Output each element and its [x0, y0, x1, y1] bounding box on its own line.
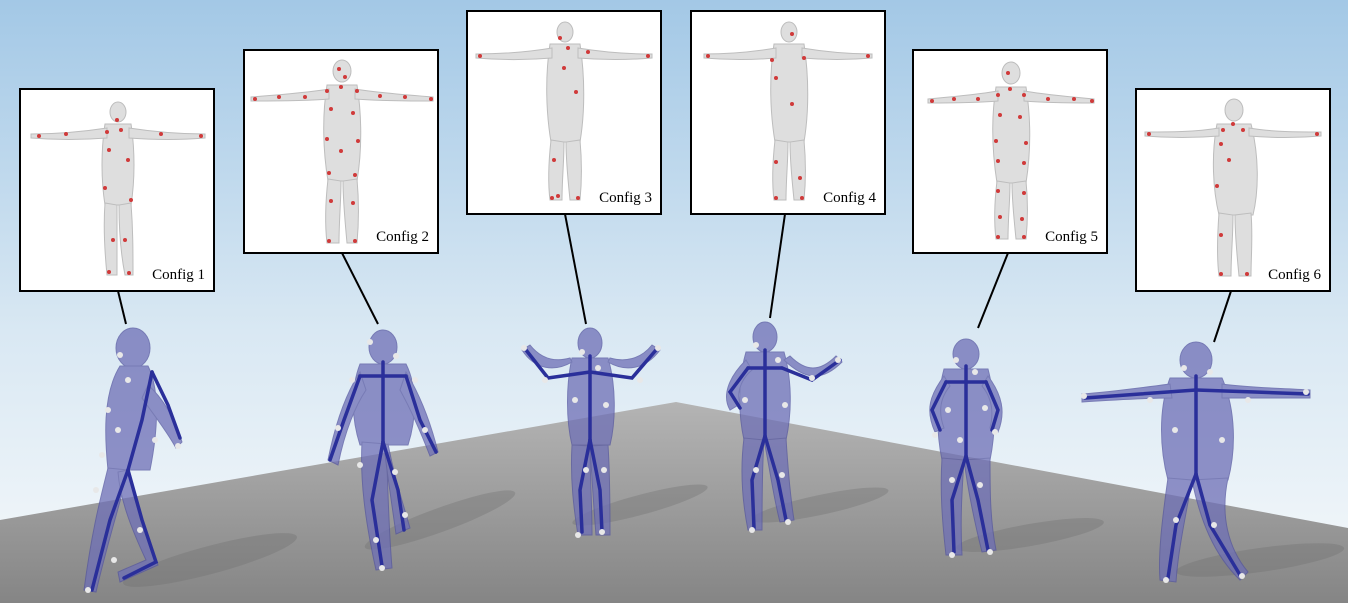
config-panel-1: Config 1	[19, 88, 215, 292]
config-panel-6: Config 6	[1135, 88, 1331, 292]
t-pose-mesh-2	[245, 51, 437, 252]
t-pose-mesh-3	[468, 12, 660, 213]
config-label-3: Config 3	[599, 190, 652, 207]
config-label-1: Config 1	[152, 267, 205, 284]
config-label-6: Config 6	[1268, 267, 1321, 284]
config-panel-5: Config 5	[912, 49, 1108, 254]
config-panel-4: Config 4	[690, 10, 886, 215]
config-panel-2: Config 2	[243, 49, 439, 254]
config-panel-3: Config 3	[466, 10, 662, 215]
t-pose-mesh-6	[1137, 90, 1329, 290]
config-label-4: Config 4	[823, 190, 876, 207]
t-pose-mesh-5	[914, 51, 1106, 252]
t-pose-mesh-4	[692, 12, 884, 213]
config-label-2: Config 2	[376, 229, 429, 246]
t-pose-mesh-1	[21, 90, 213, 290]
config-label-5: Config 5	[1045, 229, 1098, 246]
